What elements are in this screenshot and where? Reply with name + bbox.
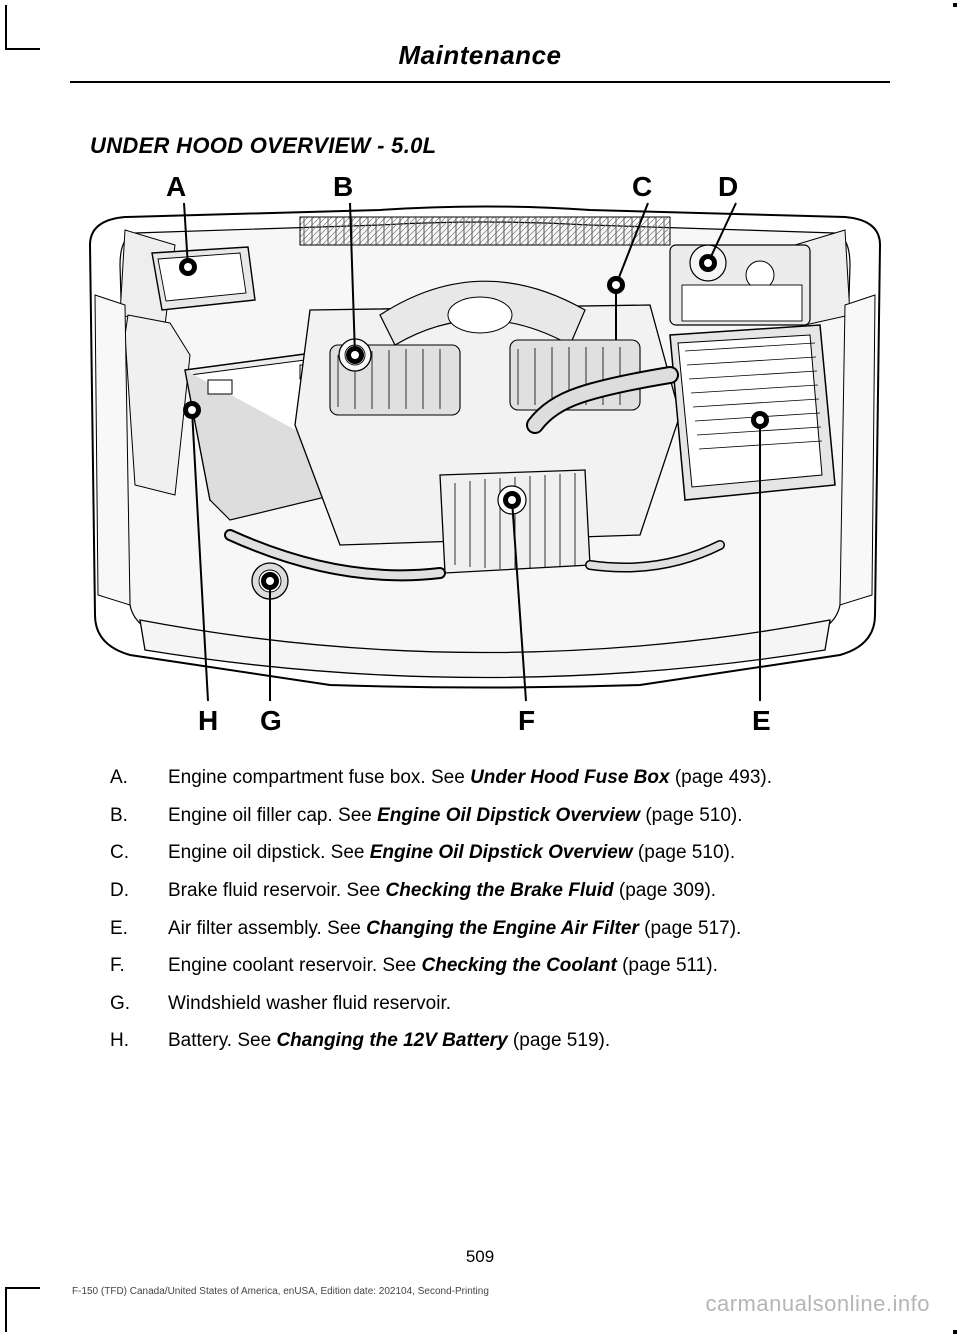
item-letter: F. — [110, 953, 168, 979]
page-number: 509 — [0, 1247, 960, 1267]
item-text: Engine compartment fuse box. See Under H… — [168, 765, 890, 791]
parts-list: A. Engine compartment fuse box. See Unde… — [110, 765, 890, 1054]
item-letter: H. — [110, 1028, 168, 1054]
watermark: carmanualsonline.info — [705, 1291, 930, 1317]
callout-label-e: E — [752, 705, 771, 737]
page-header: Maintenance — [70, 40, 890, 83]
engine-illustration — [80, 175, 890, 735]
item-letter: G. — [110, 991, 168, 1017]
item-text: Engine oil dipstick. See Engine Oil Dips… — [168, 840, 890, 866]
list-item: B. Engine oil filler cap. See Engine Oil… — [110, 803, 890, 829]
list-item: D. Brake fluid reservoir. See Checking t… — [110, 878, 890, 904]
item-text: Windshield washer fluid reservoir. — [168, 991, 890, 1017]
list-item: H. Battery. See Changing the 12V Battery… — [110, 1028, 890, 1054]
item-text: Engine coolant reservoir. See Checking t… — [168, 953, 890, 979]
engine-diagram-wrap: A B C D E F G H — [80, 175, 890, 735]
list-item: A. Engine compartment fuse box. See Unde… — [110, 765, 890, 791]
item-text: Air filter assembly. See Changing the En… — [168, 916, 890, 942]
item-text: Brake fluid reservoir. See Checking the … — [168, 878, 890, 904]
list-item: E. Air filter assembly. See Changing the… — [110, 916, 890, 942]
section-title: UNDER HOOD OVERVIEW - 5.0L — [90, 133, 890, 159]
list-item: G. Windshield washer fluid reservoir. — [110, 991, 890, 1017]
callout-label-d: D — [718, 171, 738, 203]
engine-diagram: A B C D E F G H — [80, 175, 890, 735]
item-text: Battery. See Changing the 12V Battery (p… — [168, 1028, 890, 1054]
item-text: Engine oil filler cap. See Engine Oil Di… — [168, 803, 890, 829]
callout-label-f: F — [518, 705, 535, 737]
footer-small-print: F-150 (TFD) Canada/United States of Amer… — [72, 1286, 489, 1297]
item-letter: D. — [110, 878, 168, 904]
callout-label-b: B — [333, 171, 353, 203]
callout-label-g: G — [260, 705, 282, 737]
item-letter: A. — [110, 765, 168, 791]
page-content: Maintenance UNDER HOOD OVERVIEW - 5.0L A… — [0, 0, 960, 1337]
callout-label-h: H — [198, 705, 218, 737]
list-item: C. Engine oil dipstick. See Engine Oil D… — [110, 840, 890, 866]
callout-label-a: A — [166, 171, 186, 203]
callout-label-c: C — [632, 171, 652, 203]
item-letter: B. — [110, 803, 168, 829]
header-title: Maintenance — [399, 40, 562, 70]
list-item: F. Engine coolant reservoir. See Checkin… — [110, 953, 890, 979]
item-letter: E. — [110, 916, 168, 942]
item-letter: C. — [110, 840, 168, 866]
